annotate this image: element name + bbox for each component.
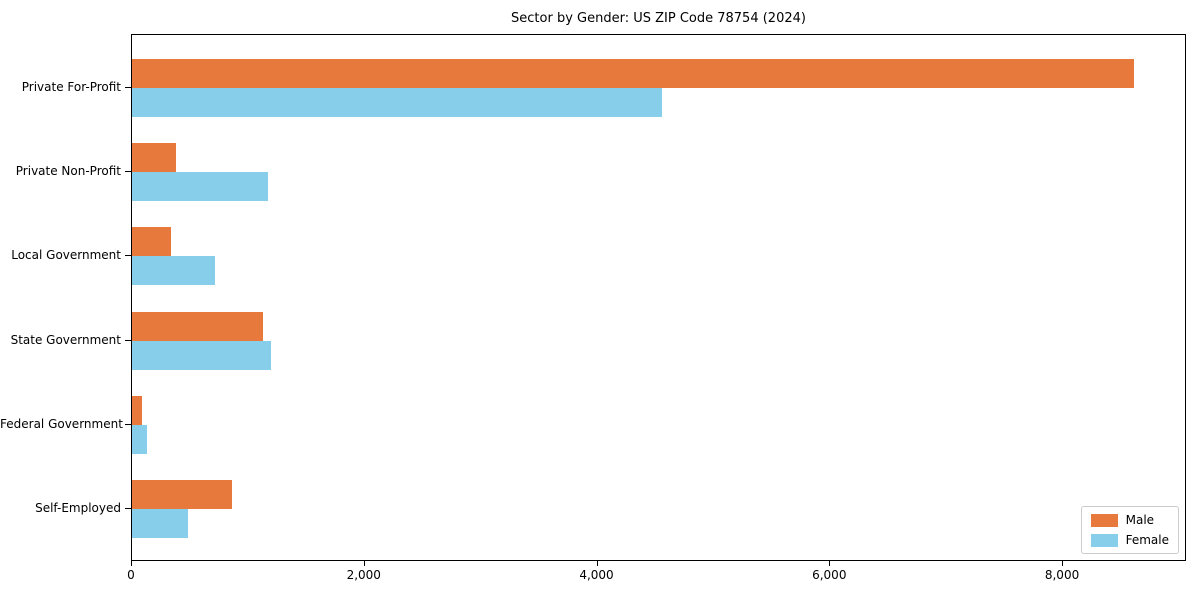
x-tick-4000: [596, 561, 598, 566]
legend-label-female: Female: [1125, 533, 1169, 547]
x-tick-label-2000: 2,000: [346, 568, 381, 582]
x-tick-2000: [363, 561, 365, 566]
x-tick-label-0: 0: [127, 568, 135, 582]
legend-item-male: Male: [1090, 513, 1169, 527]
y-tick-self-employed: [125, 508, 131, 509]
bar-female-self-employed: [132, 509, 188, 538]
chart-title: Sector by Gender: US ZIP Code 78754 (202…: [511, 11, 806, 26]
legend-label-male: Male: [1125, 513, 1155, 527]
y-tick-private-non-profit: [125, 171, 131, 173]
x-tick-6000: [829, 561, 831, 566]
y-tick-label-federal-government: Federal Government: [0, 416, 123, 431]
y-tick-label-private-non-profit: Private Non-Profit: [15, 164, 121, 179]
legend: Male Female: [1080, 506, 1179, 554]
legend-swatch-male: [1090, 513, 1118, 527]
y-tick-label-self-employed: Self-Employed: [35, 501, 121, 515]
bar-female-local-government: [132, 256, 216, 286]
bar-male-private-for-profit: [132, 59, 1135, 88]
bar-male-state-government: [132, 311, 264, 341]
x-tick-label-8000: 8,000: [1044, 568, 1080, 582]
y-tick-local-government: [125, 255, 131, 257]
y-tick-label-local-government: Local Government: [11, 248, 121, 263]
y-tick-label-private-for-profit: Private For-Profit: [21, 80, 121, 94]
bar-male-self-employed: [132, 480, 232, 509]
bar-male-federal-government: [132, 395, 142, 425]
legend-swatch-female: [1090, 533, 1118, 547]
bar-male-private-non-profit: [132, 143, 176, 173]
x-tick-8000: [1062, 561, 1064, 566]
y-tick-federal-government: [125, 423, 131, 425]
x-tick-label-6000: 6,000: [812, 568, 847, 582]
bar-male-local-government: [132, 227, 172, 257]
bar-female-state-government: [132, 340, 271, 370]
y-tick-private-for-profit: [125, 87, 131, 88]
y-tick-label-state-government: State Government: [10, 332, 121, 347]
plot-area: Male Female: [131, 34, 1186, 561]
bar-female-private-non-profit: [132, 172, 268, 202]
legend-item-female: Female: [1090, 533, 1169, 547]
y-tick-state-government: [125, 339, 131, 341]
bar-female-federal-government: [132, 424, 148, 454]
bar-female-private-for-profit: [132, 88, 662, 117]
x-tick-0: [131, 561, 132, 566]
x-tick-label-4000: 4,000: [579, 568, 614, 582]
